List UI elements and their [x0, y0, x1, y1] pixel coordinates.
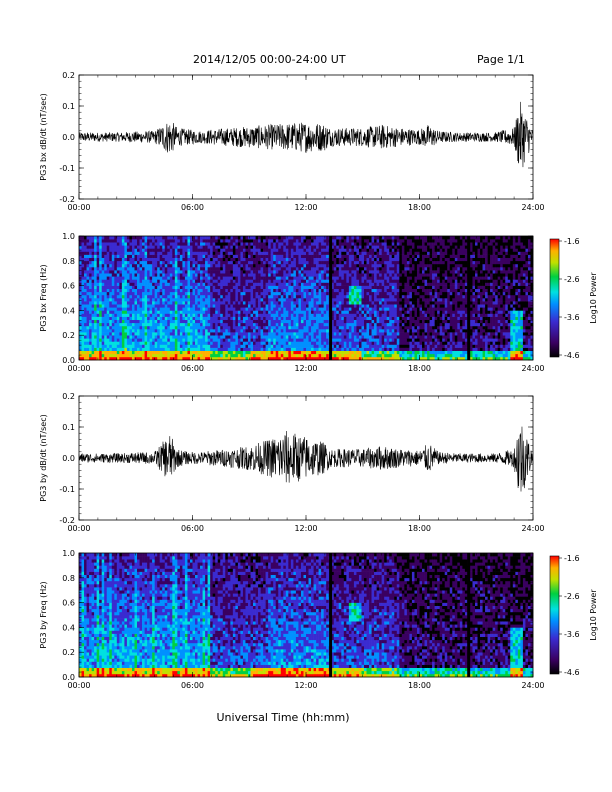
y-tick-label: -0.1	[59, 485, 75, 494]
y-tick-label: 0.0	[62, 356, 75, 365]
waveform-trace	[78, 101, 534, 168]
spectrogram-cells	[79, 553, 534, 678]
x-tick-label: 12:00	[294, 364, 317, 373]
y-tick-label: 0.6	[62, 599, 75, 608]
y-tick-label: -0.1	[59, 164, 75, 173]
y-tick-label: 0.2	[62, 71, 75, 80]
panel-3: 0.2 0.1 0.0 -0.1 -0.200:00 06:00 12:00 18:00 24:…	[39, 392, 545, 533]
x-tick-label: 18:00	[408, 681, 431, 690]
colorbar-label: Log10 Power	[589, 589, 598, 641]
y-tick-label: 1.0	[62, 549, 75, 558]
x-tick-label: 24:00	[521, 203, 544, 212]
panel-4: -1.6 -2.6 -3.6 -4.6 Log10 Power 1.0 0.8 0.6 0.4 0…	[39, 549, 598, 690]
y-axis-label: PG3 by dB/dt (nT/sec)	[39, 414, 48, 501]
y-tick-label: 0.0	[62, 133, 75, 142]
colorbar-tick-label: -2.6	[564, 275, 580, 284]
x-tick-label: 24:00	[521, 524, 544, 533]
colorbar-tick-label: -1.6	[564, 237, 580, 246]
x-tick-label: 18:00	[408, 203, 431, 212]
x-tick-label: 00:00	[67, 364, 90, 373]
plot-title: 2014/12/05 00:00-24:00 UT	[193, 53, 346, 66]
x-tick-label: 06:00	[181, 524, 204, 533]
waveform-trace	[78, 426, 534, 492]
x-tick-label: 00:00	[67, 681, 90, 690]
x-tick-label: 06:00	[181, 681, 204, 690]
y-tick-label: 0.0	[62, 454, 75, 463]
data-gap-bar	[329, 236, 333, 360]
y-axis-label: PG3 bx Freq (Hz)	[39, 264, 48, 331]
y-tick-label: 0.2	[62, 648, 75, 657]
y-tick-label: 1.0	[62, 232, 75, 241]
x-tick-label: 12:00	[294, 681, 317, 690]
colorbar-tick-label: -2.6	[564, 592, 580, 601]
panel-1: 0.2 0.1 0.0 -0.1 -0.200:00 06:00 12:00 18:00 24:…	[39, 71, 545, 212]
data-gap-bar	[467, 236, 471, 360]
page-number: Page 1/1	[477, 53, 525, 66]
y-tick-label: 0.2	[62, 331, 75, 340]
y-tick-label: -0.2	[59, 516, 75, 525]
x-tick-label: 18:00	[408, 364, 431, 373]
y-tick-label: 0.6	[62, 282, 75, 291]
y-tick-label: 0.0	[62, 673, 75, 682]
spectrogram-cells	[79, 236, 534, 361]
x-tick-label: 06:00	[181, 203, 204, 212]
x-tick-label: 24:00	[521, 364, 544, 373]
colorbar-tick-label: -1.6	[564, 554, 580, 563]
y-tick-label: 0.4	[62, 306, 75, 315]
y-axis-label: PG3 by Freq (Hz)	[39, 581, 48, 648]
y-tick-label: 0.1	[62, 102, 75, 111]
x-tick-label: 12:00	[294, 524, 317, 533]
colorbar-tick-label: -4.6	[564, 351, 580, 360]
x-tick-label: 12:00	[294, 203, 317, 212]
x-axis-label: Universal Time (hh:mm)	[217, 711, 350, 724]
y-tick-label: 0.1	[62, 423, 75, 432]
data-gap-bar	[329, 553, 333, 677]
colorbar	[549, 555, 560, 675]
colorbar	[549, 238, 560, 358]
colorbar-label: Log10 Power	[589, 272, 598, 324]
data-gap-bar	[467, 553, 471, 677]
y-tick-label: -0.2	[59, 195, 75, 204]
x-tick-label: 18:00	[408, 524, 431, 533]
y-tick-label: 0.4	[62, 623, 75, 632]
x-tick-label: 24:00	[521, 681, 544, 690]
colorbar-tick-label: -3.6	[564, 630, 580, 639]
x-tick-label: 06:00	[181, 364, 204, 373]
y-axis-label: PG3 bx dB/dt (nT/sec)	[39, 93, 48, 180]
x-tick-label: 00:00	[67, 524, 90, 533]
y-tick-label: 0.2	[62, 392, 75, 401]
colorbar-tick-label: -4.6	[564, 668, 580, 677]
y-tick-label: 0.8	[62, 257, 75, 266]
x-tick-label: 00:00	[67, 203, 90, 212]
colorbar-tick-label: -3.6	[564, 313, 580, 322]
y-tick-label: 0.8	[62, 574, 75, 583]
panel-2: -1.6 -2.6 -3.6 -4.6 Log10 Power 1.0 0.8 0.6 0.4 0…	[39, 232, 598, 373]
